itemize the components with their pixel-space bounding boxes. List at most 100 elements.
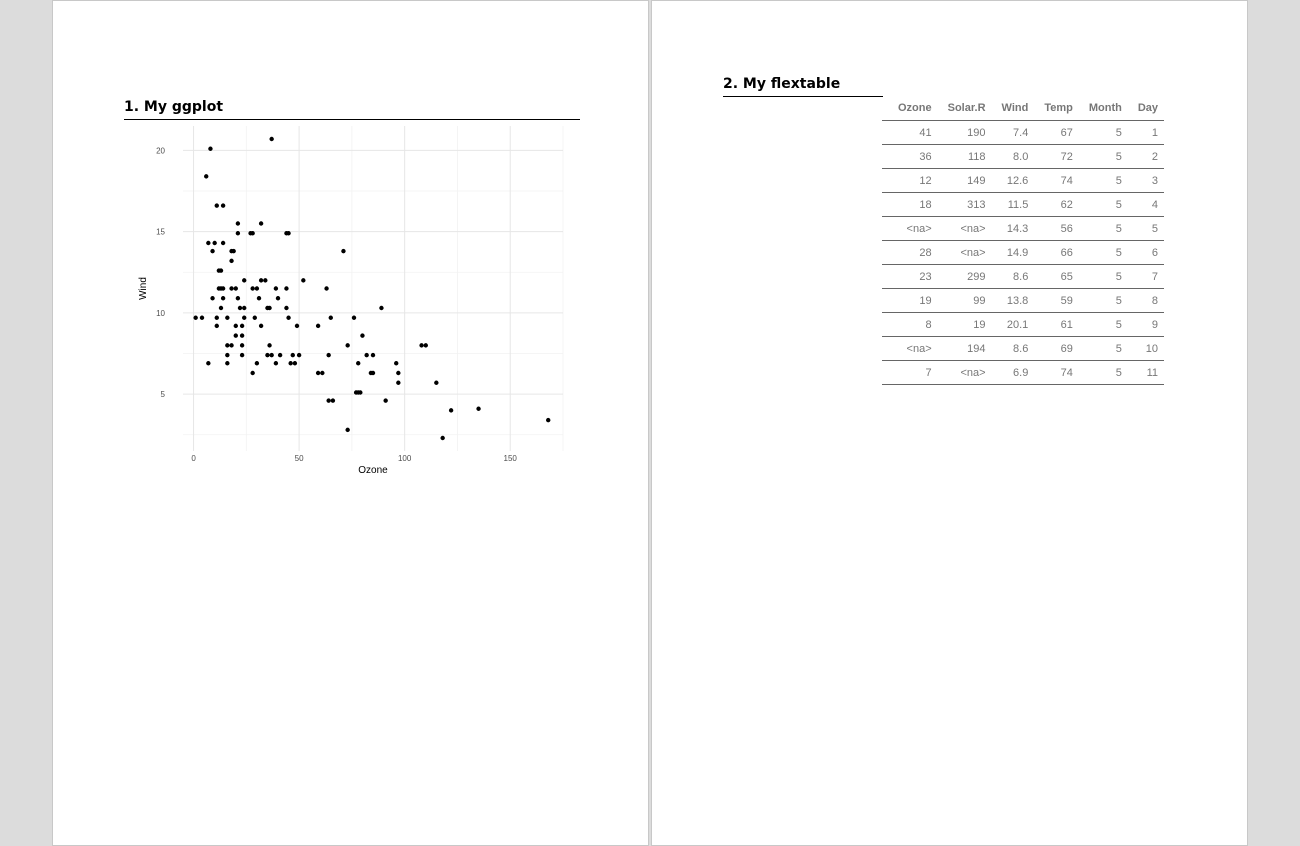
data-point: [394, 361, 399, 366]
table-cell: 61: [1036, 312, 1081, 337]
data-point: [448, 408, 454, 413]
data-point: [242, 305, 247, 311]
data-point: [296, 352, 302, 358]
data-point: [258, 278, 264, 283]
data-point: [235, 221, 241, 226]
table-cell: 66: [1036, 240, 1081, 265]
table-row: 23 299 8.6 65 5 7: [882, 264, 1165, 289]
data-point: [229, 286, 234, 291]
data-point: [242, 315, 247, 320]
table-cell: 12.6: [993, 168, 1037, 193]
data-point: [345, 343, 350, 348]
data-point: [199, 315, 205, 320]
table-cell: 14.3: [993, 216, 1037, 241]
data-point: [440, 435, 445, 441]
data-point: [220, 286, 226, 291]
data-point: [214, 315, 219, 320]
data-point: [258, 221, 264, 226]
data-point: [267, 305, 272, 311]
column-header: Day: [1129, 96, 1165, 121]
table-cell: 5: [1129, 216, 1165, 241]
data-point: [345, 427, 350, 433]
table-cell: 8: [1129, 288, 1165, 313]
data-point: [239, 333, 245, 338]
data-point: [239, 343, 245, 348]
table-cell: 8.6: [993, 264, 1037, 289]
data-point: [254, 286, 260, 291]
data-point: [396, 370, 401, 376]
data-point: [419, 343, 424, 348]
table-cell: 3: [1129, 168, 1165, 193]
column-header: Ozone: [882, 96, 940, 121]
x-tick-label: 150: [504, 454, 518, 463]
data-point: [370, 352, 376, 358]
y-tick-label: 15: [156, 228, 165, 237]
document-page-2: 2. My flextable Ozone Solar.R Wind Temp …: [651, 0, 1248, 846]
data-point: [239, 352, 245, 358]
table-cell: <na>: [939, 360, 994, 385]
data-point: [265, 352, 270, 358]
table-cell: 65: [1036, 264, 1081, 289]
table-cell: 190: [939, 120, 994, 145]
table-cell: 5: [1080, 216, 1130, 241]
data-point: [330, 398, 336, 403]
data-point: [225, 315, 230, 320]
data-points: [193, 136, 551, 441]
data-point: [324, 286, 329, 291]
table-cell: 5: [1080, 288, 1130, 313]
data-point: [284, 305, 289, 311]
table-cell: 99: [939, 288, 994, 313]
data-point: [383, 398, 388, 403]
data-point: [258, 323, 264, 329]
data-point: [364, 352, 369, 358]
table-cell: 11.5: [993, 192, 1037, 217]
table-cell: 5: [1080, 192, 1130, 217]
table-cell: 13.8: [993, 288, 1037, 313]
table-cell: 19: [882, 288, 940, 313]
data-point: [229, 343, 234, 348]
table-cell: 2: [1129, 144, 1165, 169]
data-point: [370, 370, 376, 376]
table-cell: 8.6: [993, 336, 1037, 361]
table-cell: 72: [1036, 144, 1081, 169]
data-point: [275, 296, 281, 301]
data-point: [273, 286, 279, 291]
data-point: [320, 370, 325, 376]
document-page-1: 1. My ggplot 0 50 100 150 5 10 15 20 Ozone Win…: [52, 0, 649, 846]
table-row: 18 313 11.5 62 5 4: [882, 192, 1165, 217]
table-row: 8 19 20.1 61 5 9: [882, 312, 1165, 337]
y-tick-label: 20: [156, 146, 165, 155]
table-header-row: Ozone Solar.R Wind Temp Month Day: [882, 96, 1165, 121]
table-cell: 7: [882, 360, 940, 385]
data-point: [225, 343, 230, 348]
data-point: [210, 248, 215, 254]
x-tick-labels: 0 50 100 150: [191, 454, 517, 463]
heading-underline: [124, 119, 580, 120]
table-cell: 5: [1080, 312, 1130, 337]
data-point: [269, 136, 274, 142]
table-row: 7 <na> 6.9 74 5 11: [882, 360, 1165, 385]
table-cell: 8: [882, 312, 940, 337]
grid-major: [183, 126, 563, 451]
data-point: [206, 240, 211, 246]
data-point: [326, 352, 331, 358]
table-row: 12 149 12.6 74 5 3: [882, 168, 1165, 193]
table-cell: 62: [1036, 192, 1081, 217]
data-point: [351, 315, 357, 320]
table-cell: 74: [1036, 168, 1081, 193]
table-row: <na> <na> 14.3 56 5 5: [882, 216, 1165, 241]
table-cell: 18: [882, 192, 940, 217]
data-point: [277, 352, 283, 358]
data-point: [233, 333, 238, 338]
column-header: Temp: [1036, 96, 1081, 121]
data-point: [235, 296, 241, 301]
table-cell: 194: [939, 336, 994, 361]
flextable: Ozone Solar.R Wind Temp Month Day 41 190 7…: [882, 96, 1165, 385]
data-point: [233, 286, 238, 291]
data-point: [225, 352, 230, 358]
data-point: [214, 323, 219, 329]
y-tick-labels: 5 10 15 20: [156, 146, 165, 399]
table-cell: 8.0: [993, 144, 1037, 169]
data-point: [358, 390, 363, 395]
data-point: [218, 268, 224, 273]
